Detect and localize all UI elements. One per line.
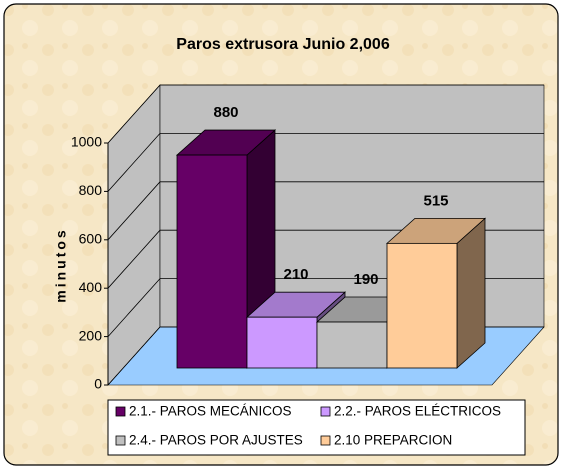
data-label: 210 — [283, 266, 308, 283]
bar — [246, 316, 318, 369]
legend-swatch — [115, 435, 126, 446]
bar — [316, 321, 388, 369]
bar — [176, 154, 248, 369]
legend-label: 2.2.- PAROS ELÉCTRICOS — [334, 404, 501, 419]
grid-line — [107, 84, 544, 144]
bar — [386, 242, 458, 369]
legend-swatch — [320, 406, 331, 417]
bar-side — [456, 217, 486, 369]
grid-line — [107, 181, 544, 241]
data-label: 190 — [353, 271, 378, 288]
y-tick-label: 400 — [79, 279, 103, 295]
data-label: 515 — [423, 192, 448, 209]
grid-line — [107, 132, 544, 192]
chart-title: Paros extrusora Junio 2,006 — [176, 36, 390, 53]
legend-swatch — [115, 406, 126, 417]
y-tick-label: 200 — [79, 327, 103, 343]
legend-swatch — [320, 435, 331, 446]
data-label: 880 — [213, 104, 238, 121]
y-tick-label: 0 — [94, 376, 102, 392]
legend — [107, 399, 526, 456]
y-axis-label: minutos — [53, 227, 69, 302]
legend-label: 2.10 PREPARCION — [334, 433, 452, 448]
y-tick-label: 600 — [79, 231, 103, 247]
legend-label: 2.1.- PAROS MECÁNICOS — [129, 404, 292, 419]
y-tick-label: 1000 — [71, 134, 102, 150]
legend-label: 2.4.- PAROS POR AJUSTES — [129, 433, 303, 448]
y-tick-label: 800 — [79, 182, 103, 198]
